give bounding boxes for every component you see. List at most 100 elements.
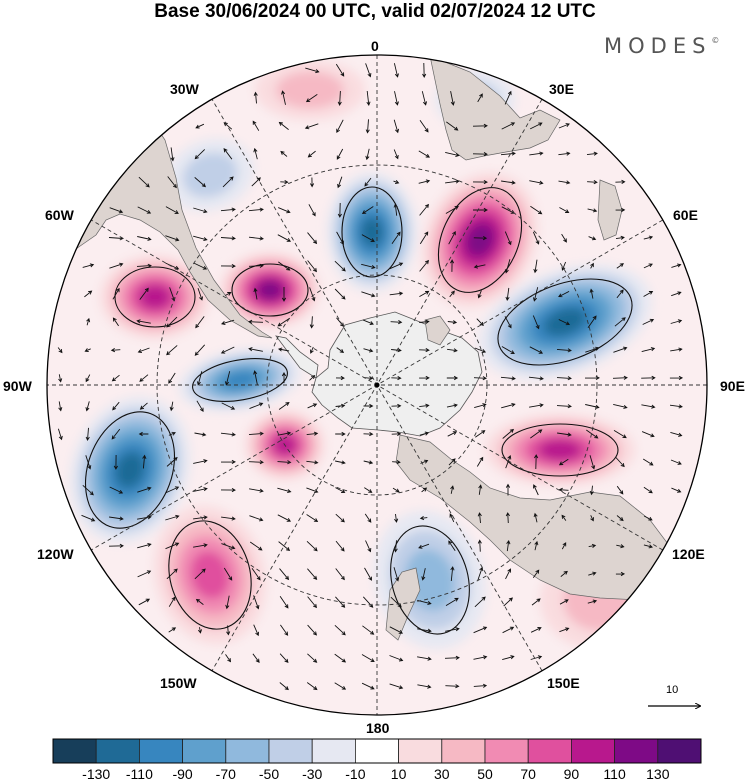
wind-arrow (253, 370, 258, 385)
wind-arrow (310, 177, 315, 188)
colorbar-tick-label: -30 (302, 766, 323, 782)
wind-arrow (193, 207, 208, 214)
colorbar-swatch (311, 738, 356, 764)
wind-arrow (505, 483, 511, 496)
colorbar-swatch (52, 738, 97, 764)
wind-arrow (417, 656, 432, 661)
wind-arrow (473, 236, 488, 241)
wind-arrow (530, 627, 542, 633)
wind-arrow (334, 260, 346, 272)
label-lon-150e: 150E (547, 675, 580, 691)
reference-vector-label: 10 (666, 684, 679, 696)
colorbar-tick-label: -90 (172, 766, 193, 782)
wind-arrow (84, 348, 91, 352)
wind-arrow (529, 346, 544, 354)
wind-arrow (477, 512, 482, 524)
wind-arrow (277, 347, 290, 352)
wind-arrow (194, 344, 206, 356)
wind-arrow (307, 403, 318, 409)
wind-arrow (613, 430, 627, 439)
wind-arrow (558, 151, 571, 156)
wind-arrow (365, 119, 370, 134)
wind-arrow (277, 487, 292, 494)
label-lon-90e: 90E (720, 378, 745, 394)
wind-arrow (588, 236, 597, 241)
streamline (231, 263, 309, 317)
wind-arrow (448, 230, 456, 245)
wind-arrow (363, 460, 374, 465)
wind-arrow (280, 150, 288, 157)
wind-arrow (309, 346, 314, 354)
wind-arrow (223, 122, 233, 130)
label-lon-30e: 30E (549, 81, 574, 97)
wind-arrow (137, 206, 152, 214)
colorbar-tick-label: 50 (477, 766, 493, 782)
wind-arrow (615, 457, 625, 468)
wind-arrow (362, 319, 374, 325)
wind-arrow (363, 348, 374, 353)
wind-arrow (393, 180, 400, 184)
wind-arrow (337, 90, 342, 106)
wind-arrow (419, 119, 429, 133)
wind-arrow (642, 458, 654, 466)
wind-arrow (669, 404, 683, 409)
wind-arrow (671, 291, 682, 297)
wind-arrow (530, 429, 543, 439)
wind-arrow (585, 404, 600, 409)
label-lon-90w: 90W (3, 378, 32, 394)
wind-arrow (138, 176, 150, 188)
wind-arrow (253, 147, 258, 160)
wind-arrow (501, 346, 515, 354)
wind-arrow (476, 318, 484, 326)
streamline (114, 266, 196, 328)
wind-arrow (82, 263, 95, 268)
wind-arrow (109, 207, 124, 214)
wind-arrow (307, 232, 318, 245)
wind-arrow (307, 568, 318, 581)
wind-arrow (473, 264, 486, 269)
wind-arrow (165, 235, 180, 242)
wind-arrow (534, 454, 539, 470)
wind-arrow (278, 401, 290, 410)
wind-arrow (139, 287, 149, 300)
wind-arrow (500, 376, 516, 381)
wind-arrow (558, 180, 571, 185)
wind-arrow (248, 431, 264, 436)
wind-arrow (335, 540, 345, 552)
wind-arrow (418, 150, 431, 158)
wind-arrow (306, 431, 319, 436)
colorbar-swatch (527, 738, 572, 764)
wind-arrow (278, 207, 291, 214)
wind-arrow (221, 543, 236, 550)
wind-arrow (472, 152, 488, 157)
wind-arrow (505, 568, 512, 580)
wind-arrow (306, 682, 318, 691)
anomaly-contour (538, 439, 582, 461)
streamline (390, 525, 470, 635)
wind-arrow (137, 486, 152, 493)
label-lon-150w: 150W (160, 675, 197, 691)
wind-arrow (392, 487, 400, 493)
colorbar (52, 738, 702, 764)
wind-arrow (165, 206, 179, 214)
wind-arrow (195, 598, 204, 605)
wind-arrow (559, 599, 569, 605)
wind-arrow (280, 624, 289, 636)
wind-arrow (642, 318, 655, 325)
wind-arrow (281, 287, 287, 302)
wind-arrow (534, 540, 539, 551)
wind-arrow (532, 569, 540, 579)
wind-arrow (556, 348, 572, 353)
wind-arrow (225, 292, 232, 296)
wind-arrow (670, 319, 683, 324)
wind-arrow (336, 347, 345, 353)
wind-arrow (221, 402, 236, 410)
wind-arrow (138, 598, 151, 606)
wind-arrow (502, 626, 515, 634)
wind-arrow (589, 288, 594, 299)
south-pole-dot (374, 382, 380, 388)
wind-arrow (335, 431, 346, 437)
wind-arrow (533, 512, 538, 523)
wind-arrow (389, 291, 404, 296)
wind-arrow (448, 540, 456, 552)
